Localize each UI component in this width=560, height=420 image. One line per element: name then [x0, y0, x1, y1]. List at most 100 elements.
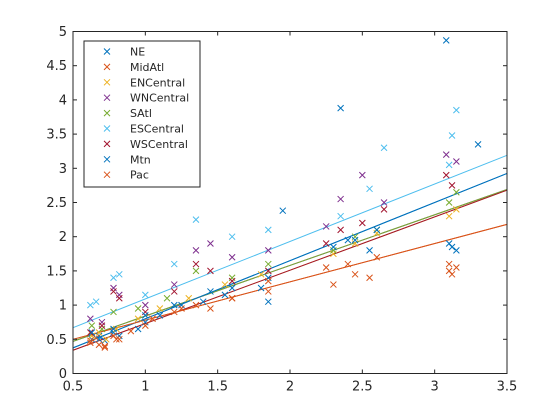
legend-marker-pac — [103, 171, 111, 179]
data-point-wncentral — [170, 281, 178, 288]
data-point-ne — [199, 298, 207, 306]
data-point-wncentral — [380, 199, 388, 206]
data-point-satl — [163, 294, 171, 302]
data-point-wncentral — [207, 240, 214, 247]
data-point-encentral — [134, 315, 142, 323]
legend-label-wncentral: WNCentral — [130, 92, 189, 105]
y-tick-label: 0 — [59, 367, 67, 382]
data-point-escentral — [170, 260, 178, 268]
y-tick-label: 0.5 — [46, 333, 67, 348]
data-point-pac — [141, 322, 149, 329]
data-point-ne — [257, 284, 265, 292]
data-point-ne — [366, 247, 373, 254]
data-point-satl — [192, 267, 200, 275]
legend-label-mtn: Mtn — [130, 153, 151, 166]
data-point-wncentral — [358, 171, 366, 179]
data-point-encentral — [445, 212, 453, 220]
data-point-escentral — [115, 270, 123, 278]
data-point-mtn — [279, 207, 287, 215]
y-axis-ticks: 0 0.5 1 1.5 2 2.5 3 3.5 4 4.5 5 — [46, 25, 507, 382]
y-tick-label: 1.5 — [46, 264, 67, 279]
data-point-wncentral — [87, 315, 94, 323]
data-point-mtn — [330, 243, 337, 251]
data-point-ne — [474, 141, 482, 148]
data-point-wscentral — [192, 260, 200, 268]
legend-label-escentral: ESCentral — [130, 123, 184, 136]
data-point-pac — [366, 274, 373, 282]
data-point-pac — [351, 270, 359, 278]
legend-marker-mtn — [103, 155, 111, 163]
data-point-mtn — [351, 236, 359, 244]
data-point-ne — [156, 312, 164, 319]
data-point-satl — [88, 322, 96, 329]
data-point-mtn — [228, 284, 236, 292]
data-point-wncentral — [228, 253, 236, 261]
y-tick-label: 1 — [59, 299, 67, 314]
data-point-satl — [134, 305, 142, 312]
y-tick-label: 5 — [59, 25, 67, 40]
data-point-wscentral — [380, 205, 388, 213]
legend-label-pac: Pac — [130, 169, 149, 182]
data-point-mtn — [207, 288, 214, 295]
legend: NE MidAtl ENCentral WNCentral SAtl ESCentral W… — [83, 40, 201, 188]
data-point-pac — [178, 305, 185, 312]
legend-label-encentral: ENCentral — [130, 76, 185, 89]
data-point-midatl — [192, 301, 200, 309]
data-point-pac — [87, 337, 94, 345]
data-point-satl — [264, 260, 272, 268]
data-points — [87, 37, 482, 351]
data-point-wncentral — [322, 223, 330, 230]
data-point-escentral — [228, 233, 236, 241]
data-point-midatl — [453, 264, 460, 271]
data-point-wscentral — [110, 288, 117, 295]
data-point-encentral — [185, 294, 193, 302]
data-point-pac — [95, 341, 103, 349]
data-point-encentral — [257, 270, 265, 278]
data-point-pac — [228, 294, 236, 302]
data-point-midatl — [87, 339, 94, 347]
data-point-wncentral — [264, 247, 272, 254]
data-point-escentral — [448, 132, 456, 139]
data-point-satl — [110, 308, 117, 316]
data-point-ne — [344, 236, 352, 244]
data-point-encentral — [156, 305, 164, 312]
legend-marker-ne — [103, 48, 111, 55]
data-point-wscentral — [207, 267, 214, 275]
data-point-mtn — [88, 329, 96, 336]
data-point-wscentral — [448, 182, 456, 189]
legend-items: NE MidAtl ENCentral WNCentral SAtl ESCentral W… — [103, 46, 189, 182]
y-tick-label: 3.5 — [46, 128, 67, 143]
y-tick-label: 2 — [59, 230, 67, 245]
data-point-wscentral — [264, 267, 272, 275]
data-point-encentral — [113, 325, 120, 333]
data-point-wscentral — [87, 329, 94, 336]
data-point-wscentral — [322, 240, 330, 247]
data-point-ne — [442, 37, 450, 44]
data-point-mtn — [141, 312, 149, 319]
data-point-midatl — [264, 288, 272, 295]
data-point-wscentral — [442, 171, 450, 179]
legend-marker-wncentral — [103, 94, 111, 102]
data-point-mtn — [445, 240, 453, 247]
data-point-midatl — [373, 253, 381, 261]
data-point-ne — [264, 298, 272, 306]
data-point-wscentral — [170, 288, 178, 295]
data-point-escentral — [192, 216, 200, 223]
data-point-wscentral — [98, 322, 106, 329]
data-point-wscentral — [228, 277, 236, 285]
data-point-escentral — [366, 185, 373, 193]
data-point-ne — [134, 325, 142, 333]
data-point-mtn — [110, 325, 117, 333]
data-point-mtn — [95, 335, 103, 343]
x-tick-label: 0.5 — [63, 380, 84, 395]
x-axis-ticks: 0.5 1 1.5 2 2.5 3 3.5 — [63, 31, 517, 395]
legend-marker-satl — [103, 109, 111, 117]
y-tick-label: 3 — [59, 162, 67, 177]
legend-marker-encentral — [103, 78, 111, 86]
data-point-encentral — [102, 335, 110, 343]
y-tick-label: 2.5 — [46, 196, 67, 211]
data-point-wncentral — [453, 158, 460, 165]
data-point-pac — [330, 281, 337, 288]
x-tick-label: 1 — [141, 380, 149, 395]
